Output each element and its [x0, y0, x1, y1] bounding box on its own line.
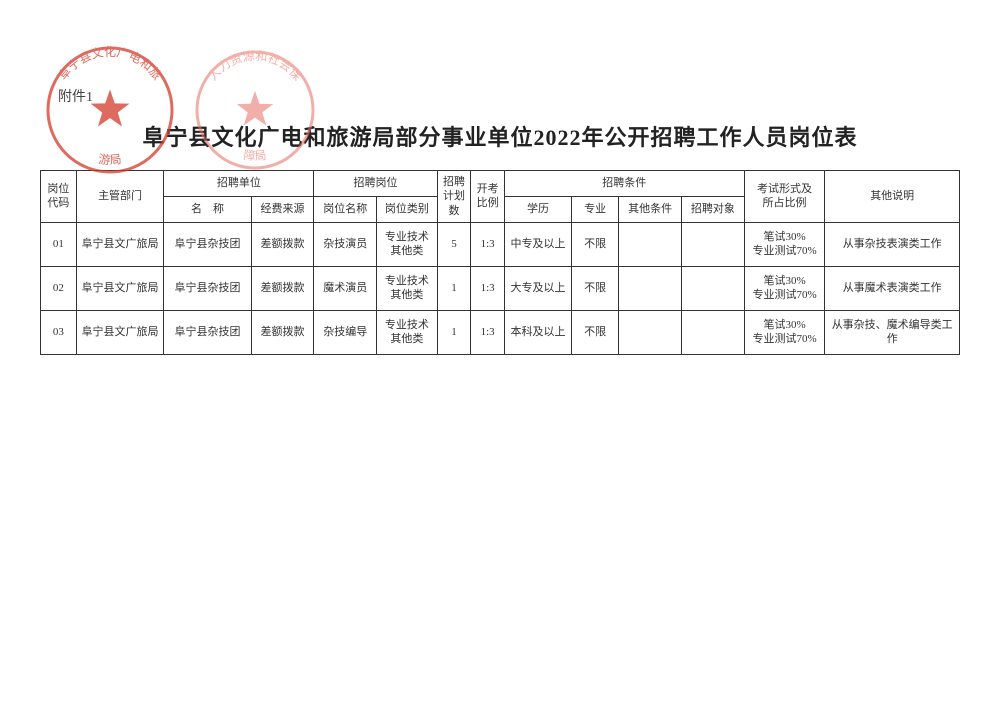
cell-post_name: 杂技演员: [314, 222, 377, 266]
cell-unit_fund: 差额拨款: [251, 310, 314, 354]
cell-other: 从事魔术表演类工作: [825, 266, 960, 310]
cell-cond_target: [681, 266, 744, 310]
th-unit-fund: 经费来源: [251, 196, 314, 222]
cell-unit_name: 阜宁县杂技团: [164, 222, 251, 266]
cell-open_ratio: 1:3: [471, 222, 505, 266]
table-row: 02阜宁县文广旅局阜宁县杂技团差额拨款魔术演员专业技术其他类11:3大专及以上不…: [41, 266, 960, 310]
cell-code: 03: [41, 310, 77, 354]
th-cond-other: 其他条件: [619, 196, 682, 222]
th-plan: 招聘计划数: [437, 171, 471, 223]
cell-unit_fund: 差额拨款: [251, 222, 314, 266]
table-body: 01阜宁县文广旅局阜宁县杂技团差额拨款杂技演员专业技术其他类51:3中专及以上不…: [41, 222, 960, 354]
cell-cond_major: 不限: [572, 222, 619, 266]
th-dept: 主管部门: [76, 171, 163, 223]
page: 附件1 阜宁县文化广电和旅游局 人力资源和社会保障局 阜宁县文化广电和旅游局部分…: [0, 0, 1000, 704]
svg-text:人力资源和社会保: 人力资源和社会保: [205, 49, 304, 83]
svg-text:游局: 游局: [98, 152, 122, 167]
stamp-left: 阜宁县文化广电和旅游局: [44, 44, 176, 176]
cell-post_type: 专业技术其他类: [377, 310, 438, 354]
cell-code: 02: [41, 266, 77, 310]
th-cond: 招聘条件: [504, 171, 744, 197]
th-exam: 考试形式及所占比例: [744, 171, 825, 223]
cell-dept: 阜宁县文广旅局: [76, 222, 163, 266]
cell-code: 01: [41, 222, 77, 266]
th-code: 岗位代码: [41, 171, 77, 223]
cell-plan_count: 1: [437, 310, 471, 354]
cell-cond_target: [681, 222, 744, 266]
th-post-type: 岗位类别: [377, 196, 438, 222]
cell-cond_major: 不限: [572, 266, 619, 310]
th-post-name: 岗位名称: [314, 196, 377, 222]
cell-unit_name: 阜宁县杂技团: [164, 310, 251, 354]
cell-cond_edu: 中专及以上: [504, 222, 571, 266]
th-cond-edu: 学历: [504, 196, 571, 222]
cell-open_ratio: 1:3: [471, 266, 505, 310]
cell-exam: 笔试30%专业测试70%: [744, 222, 825, 266]
cell-cond_other: [619, 222, 682, 266]
cell-other: 从事杂技、魔术编导类工作: [825, 310, 960, 354]
svg-text:阜宁县文化广电和旅: 阜宁县文化广电和旅: [56, 44, 165, 82]
th-unit-name: 名 称: [164, 196, 251, 222]
cell-exam: 笔试30%专业测试70%: [744, 266, 825, 310]
attachment-label: 附件1: [58, 86, 93, 106]
table-row: 03阜宁县文广旅局阜宁县杂技团差额拨款杂技编导专业技术其他类11:3本科及以上不…: [41, 310, 960, 354]
th-cond-major: 专业: [572, 196, 619, 222]
cell-unit_name: 阜宁县杂技团: [164, 266, 251, 310]
cell-open_ratio: 1:3: [471, 310, 505, 354]
cell-cond_other: [619, 266, 682, 310]
cell-post_type: 专业技术其他类: [377, 266, 438, 310]
cell-cond_other: [619, 310, 682, 354]
cell-plan_count: 1: [437, 266, 471, 310]
cell-unit_fund: 差额拨款: [251, 266, 314, 310]
cell-plan_count: 5: [437, 222, 471, 266]
cell-cond_target: [681, 310, 744, 354]
cell-cond_edu: 本科及以上: [504, 310, 571, 354]
page-title: 阜宁县文化广电和旅游局部分事业单位2022年公开招聘工作人员岗位表: [40, 120, 960, 152]
cell-post_name: 魔术演员: [314, 266, 377, 310]
th-unit: 招聘单位: [164, 171, 314, 197]
positions-table: 岗位代码 主管部门 招聘单位 招聘岗位 招聘计划数 开考比例 招聘条件 考试形式…: [40, 170, 960, 355]
th-other: 其他说明: [825, 171, 960, 223]
stamp-right: 人力资源和社会保障局: [193, 48, 317, 172]
cell-other: 从事杂技表演类工作: [825, 222, 960, 266]
table-row: 01阜宁县文广旅局阜宁县杂技团差额拨款杂技演员专业技术其他类51:3中专及以上不…: [41, 222, 960, 266]
cell-dept: 阜宁县文广旅局: [76, 266, 163, 310]
th-cond-target: 招聘对象: [681, 196, 744, 222]
cell-cond_edu: 大专及以上: [504, 266, 571, 310]
th-ratio: 开考比例: [471, 171, 505, 223]
cell-exam: 笔试30%专业测试70%: [744, 310, 825, 354]
cell-post_name: 杂技编导: [314, 310, 377, 354]
cell-post_type: 专业技术其他类: [377, 222, 438, 266]
table-head: 岗位代码 主管部门 招聘单位 招聘岗位 招聘计划数 开考比例 招聘条件 考试形式…: [41, 171, 960, 223]
cell-cond_major: 不限: [572, 310, 619, 354]
cell-dept: 阜宁县文广旅局: [76, 310, 163, 354]
th-post: 招聘岗位: [314, 171, 437, 197]
